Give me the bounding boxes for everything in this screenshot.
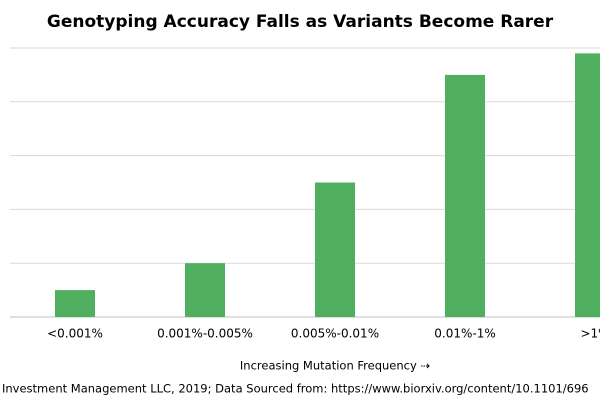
chart-title: Genotyping Accuracy Falls as Variants Be… bbox=[47, 12, 554, 32]
source-note: Investment Management LLC, 2019; Data So… bbox=[2, 382, 589, 396]
bar bbox=[575, 53, 600, 317]
x-tick-label: 0.001%-0.005% bbox=[157, 327, 253, 341]
x-tick-label: >1% bbox=[580, 327, 600, 341]
bar bbox=[315, 182, 355, 317]
bar bbox=[185, 263, 225, 317]
x-tick-label: 0.005%-0.01% bbox=[291, 327, 379, 341]
bar bbox=[55, 290, 95, 317]
x-tick-label: 0.01%-1% bbox=[434, 327, 496, 341]
x-axis-label: Increasing Mutation Frequency ⇢ bbox=[240, 359, 431, 373]
x-tick-label: <0.001% bbox=[47, 327, 103, 341]
bar bbox=[445, 74, 485, 318]
